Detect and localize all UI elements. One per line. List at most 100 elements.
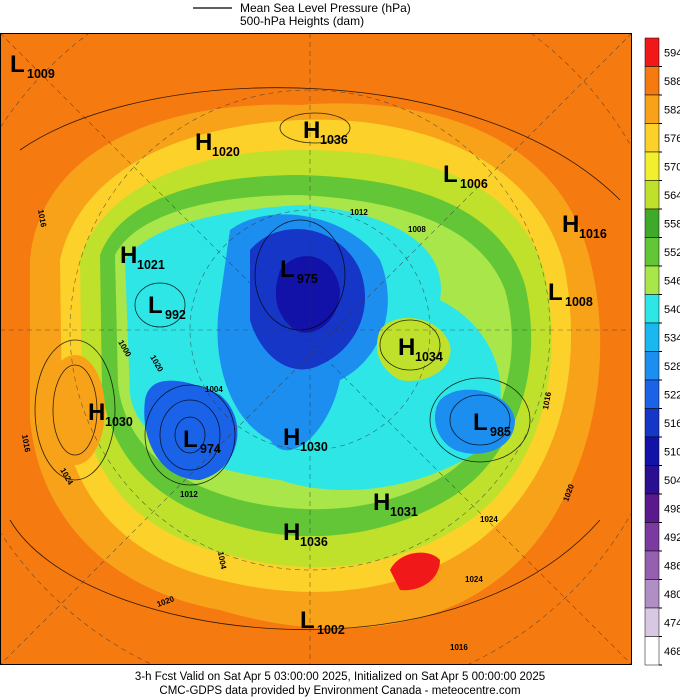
- isobar: [159, 399, 221, 471]
- colorbar-label: 474: [664, 617, 680, 629]
- colorbar-label: 534: [664, 332, 680, 344]
- colorbar-label: 588: [664, 76, 680, 88]
- legend-text: 500-hPa Heights (dam): [240, 14, 364, 28]
- center-pressure: 1030: [105, 415, 133, 429]
- colorbar-label: 552: [664, 247, 680, 259]
- isobar: [9, 519, 601, 630]
- contour-label: 1024: [465, 575, 483, 584]
- center-pressure: 1036: [300, 535, 328, 549]
- colorbar-cell: [644, 436, 660, 466]
- colorbar-cell: [644, 522, 660, 552]
- center-pressure: 1008: [565, 295, 593, 309]
- isobar: [19, 87, 621, 201]
- center-letter: H: [283, 424, 300, 451]
- center-letter: L: [548, 279, 563, 306]
- center-letter: L: [300, 607, 315, 634]
- meridian: [0, 33, 632, 665]
- center-letter: H: [195, 129, 212, 156]
- colorbar-label: 498: [664, 503, 680, 515]
- isobar: [379, 319, 441, 371]
- colorbar-cell: [644, 550, 660, 580]
- colorbar-label: 516: [664, 418, 680, 430]
- map-frame: [0, 33, 632, 665]
- colorbar-cell: [644, 123, 660, 153]
- colorbar-label: 528: [664, 361, 680, 373]
- colorbar-cell: [644, 66, 660, 96]
- center-letter: H: [373, 489, 390, 516]
- center-letter: H: [283, 519, 300, 546]
- center-pressure: 1034: [415, 350, 443, 364]
- colorbar-label: 522: [664, 389, 680, 401]
- colorbar: 594 588 582 576 570 564 558 552 546 540 534 528 522 5…: [644, 37, 680, 666]
- contour-label: 1004: [216, 551, 228, 571]
- colorbar-label: 504: [664, 475, 680, 487]
- center-pressure: 974: [200, 442, 221, 456]
- center-letter: L: [473, 409, 488, 436]
- colorbar-cell: [644, 351, 660, 381]
- isobar: [34, 339, 116, 481]
- center-letter: L: [443, 161, 458, 188]
- contour-label: 1004: [205, 385, 223, 394]
- center-pressure: 1021: [137, 258, 165, 272]
- center-pressure: 1006: [460, 177, 488, 191]
- colorbar-cell: [644, 237, 660, 267]
- contour-label: 1016: [20, 434, 32, 454]
- contour-label: 1016: [541, 391, 553, 411]
- isobar: [279, 112, 351, 144]
- colorbar-label: 570: [664, 161, 680, 173]
- colorbar-label: 564: [664, 190, 680, 202]
- field-band: [275, 256, 340, 333]
- center-pressure: 1002: [317, 623, 345, 637]
- contour-label: 1008: [408, 225, 426, 234]
- colorbar-cell: [644, 579, 660, 609]
- center-letter: L: [10, 51, 25, 78]
- isobar: [134, 282, 186, 328]
- colorbar-label: 480: [664, 589, 680, 601]
- center-pressure: 1016: [579, 227, 607, 241]
- colorbar-label: 576: [664, 133, 680, 145]
- colorbar-cell: [644, 408, 660, 438]
- colorbar-label: 558: [664, 218, 680, 230]
- center-pressure: 992: [165, 308, 186, 322]
- colorbar-cell: [644, 94, 660, 124]
- field-band: [376, 318, 451, 381]
- colorbar-label: 510: [664, 446, 680, 458]
- colorbar-cell: [644, 607, 660, 637]
- contour-label: 1016: [36, 209, 48, 229]
- colorbar-label: 486: [664, 560, 680, 572]
- colorbar-label: 540: [664, 304, 680, 316]
- colorbar-cell: [644, 379, 660, 409]
- center-letter: H: [120, 242, 137, 269]
- center-pressure: 1020: [212, 145, 240, 159]
- colorbar-label: 492: [664, 532, 680, 544]
- contour-label: 1024: [480, 515, 498, 524]
- contour-label: 1012: [350, 208, 368, 217]
- colorbar-cell: [644, 294, 660, 324]
- center-letter: L: [280, 256, 295, 283]
- center-letter: H: [562, 211, 579, 238]
- center-letter: H: [303, 117, 320, 144]
- isobar: [429, 377, 531, 463]
- colorbar-cell: [644, 265, 660, 295]
- center-pressure: 985: [490, 425, 511, 439]
- isobar: [52, 364, 98, 456]
- center-letter: L: [148, 292, 163, 319]
- latitude-circle: [189, 209, 431, 451]
- colorbar-label: 468: [664, 646, 680, 658]
- colorbar-cell: [644, 322, 660, 352]
- colorbar-cell: [644, 636, 660, 666]
- colorbar-cell: [644, 37, 660, 67]
- center-letter: H: [398, 334, 415, 361]
- field-band: [390, 552, 440, 591]
- center-pressure: 1030: [300, 440, 328, 454]
- center-pressure: 1031: [390, 505, 418, 519]
- meridian: [0, 33, 632, 665]
- colorbar-cell: [644, 208, 660, 238]
- footer-text: CMC-GDPS data provided by Environment Ca…: [159, 685, 520, 697]
- field-band: [45, 355, 105, 465]
- legend-text: Mean Sea Level Pressure (hPa): [240, 1, 411, 15]
